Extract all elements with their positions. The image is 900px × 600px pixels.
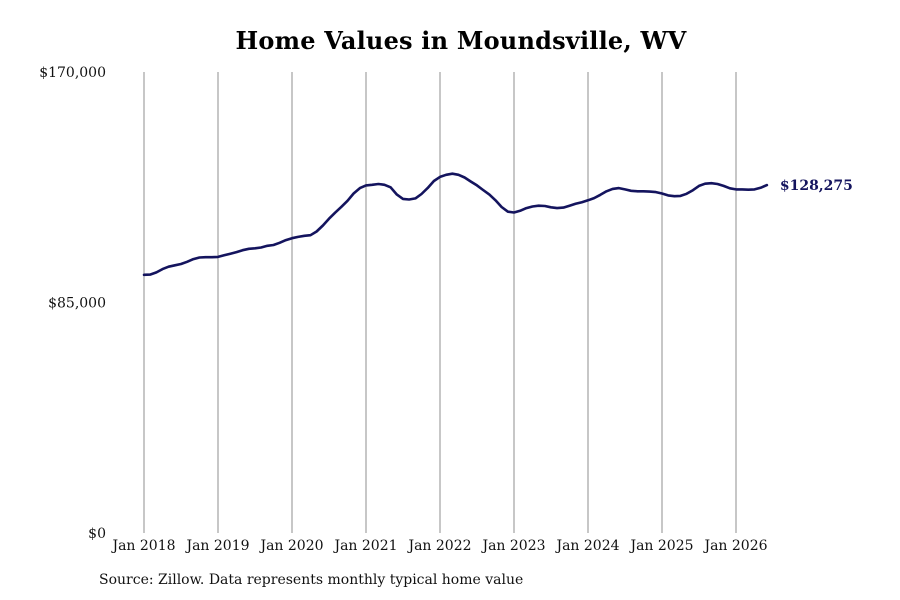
x-tick-label: Jan 2018 bbox=[110, 538, 175, 554]
x-tick-label: Jan 2024 bbox=[554, 538, 619, 554]
gridlines bbox=[143, 72, 737, 533]
y-tick-label: $85,000 bbox=[48, 296, 106, 312]
x-tick-label: Jan 2023 bbox=[480, 538, 545, 554]
source-note: Source: Zillow. Data represents monthly … bbox=[99, 572, 524, 588]
annotations: $128,275 bbox=[780, 178, 853, 194]
chart-title: Home Values in Moundsville, WV bbox=[235, 26, 687, 55]
x-tick-label: Jan 2019 bbox=[184, 538, 249, 554]
axis-labels: Jan 2018 Jan 2019 Jan 2020 Jan 2021 Jan 2022… bbox=[39, 65, 767, 554]
x-tick-label: Jan 2025 bbox=[628, 538, 693, 554]
x-tick-label: Jan 2022 bbox=[406, 538, 471, 554]
x-tick-label: Jan 2020 bbox=[258, 538, 323, 554]
series-layer bbox=[142, 172, 769, 277]
last-value-label: $128,275 bbox=[780, 178, 853, 194]
x-tick-label: Jan 2026 bbox=[702, 538, 767, 554]
y-tick-label: $0 bbox=[88, 526, 106, 542]
x-tick-label: Jan 2021 bbox=[332, 538, 397, 554]
series-line bbox=[142, 172, 769, 277]
y-tick-label: $170,000 bbox=[39, 65, 106, 81]
